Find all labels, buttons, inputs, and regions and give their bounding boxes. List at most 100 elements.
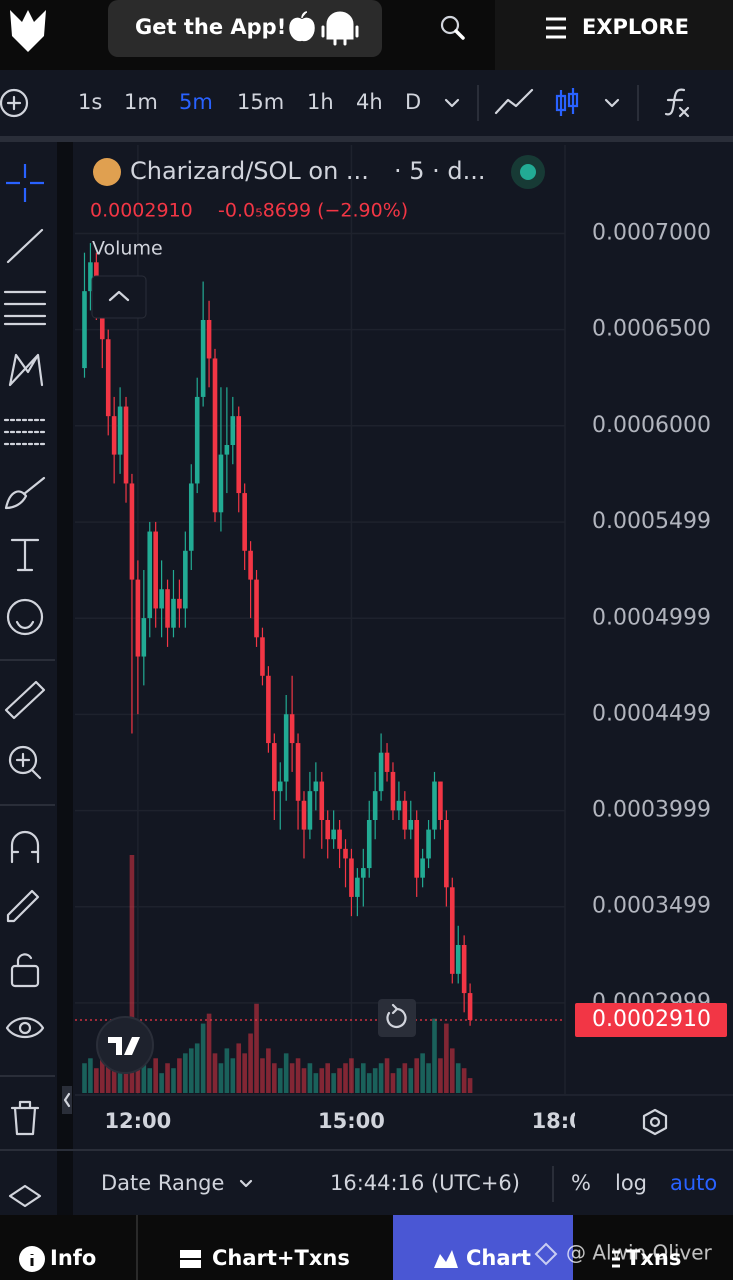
percent-toggle[interactable]: %	[571, 1171, 591, 1195]
search-icon[interactable]	[440, 15, 460, 35]
emoji-tool[interactable]	[6, 598, 44, 636]
volume-bar	[444, 1023, 449, 1093]
candle-body	[390, 771, 396, 811]
reset-button[interactable]	[378, 999, 416, 1037]
magnet-tool[interactable]	[10, 830, 40, 864]
android-icon[interactable]	[321, 11, 359, 46]
log-toggle[interactable]: log	[615, 1171, 647, 1195]
chevron[interactable]	[444, 98, 460, 108]
candle-body	[372, 791, 378, 820]
text-tool[interactable]	[10, 538, 40, 572]
interval[interactable]: D	[405, 90, 421, 114]
ruler-tool[interactable]	[4, 680, 46, 720]
candle-body	[449, 887, 455, 974]
volume-bar	[307, 1063, 313, 1093]
clock: 16:44:16 (UTC+6)	[330, 1171, 520, 1195]
volume-bar	[141, 1063, 147, 1093]
explore-area[interactable]	[495, 0, 733, 70]
volume-bar	[426, 1063, 431, 1093]
volume-bar	[319, 1068, 325, 1093]
delete-tool[interactable]	[10, 1100, 40, 1136]
candle-body	[319, 781, 325, 820]
candle-body	[272, 743, 277, 792]
trend-line-tool[interactable]	[6, 228, 44, 264]
candle-body	[188, 483, 194, 551]
price-tag	[575, 1003, 727, 1037]
tab[interactable]: Chart+Txns	[212, 1246, 350, 1270]
volume-bar	[337, 1068, 342, 1093]
volume-bar	[206, 1013, 212, 1093]
interval[interactable]: 4h	[356, 90, 383, 114]
hide-pupil	[18, 1021, 32, 1035]
volume-bar	[325, 1063, 331, 1093]
explore-text[interactable]: EXPLORE	[582, 15, 689, 39]
candle-body	[117, 406, 123, 455]
line-chart-icon[interactable]	[494, 88, 534, 115]
auto-toggle[interactable]: auto	[670, 1171, 717, 1195]
collapse-handle[interactable]	[62, 1086, 72, 1114]
lock-drawing-tool[interactable]	[6, 889, 40, 923]
chevron[interactable]	[604, 98, 620, 108]
volume-bar	[295, 1058, 301, 1093]
brush-tool[interactable]	[4, 476, 46, 510]
zoom-tool[interactable]	[8, 745, 38, 775]
legend-change: -0.0₅8699 (−2.90%)	[218, 200, 408, 222]
volume-bar	[236, 1043, 242, 1093]
candle-body	[402, 800, 408, 830]
interval-active[interactable]: 5m	[179, 90, 213, 114]
apple-icon[interactable]	[289, 11, 315, 42]
volume-bar	[313, 1073, 319, 1093]
candle-chart-icon[interactable]	[555, 88, 579, 116]
settings-icon[interactable]	[642, 1108, 668, 1136]
tab[interactable]: Info	[50, 1246, 96, 1270]
collapse-legend-button[interactable]	[91, 275, 147, 319]
volume-bar	[467, 1078, 473, 1093]
candle-body	[361, 868, 366, 878]
candle-body	[467, 993, 473, 1020]
candle-body	[218, 454, 224, 513]
legend-price: 0.0002910	[90, 200, 193, 222]
candle-body	[230, 416, 236, 445]
volume-bar	[117, 1068, 123, 1093]
lock-tool[interactable]	[10, 964, 40, 988]
date-range[interactable]: Date Range	[101, 1171, 224, 1195]
axes: 0.0007000 0.0006500 0.0006000 0.0005499 0.00…	[104, 220, 727, 1133]
hide-tool[interactable]	[5, 1017, 45, 1039]
tv-logo[interactable]	[96, 1016, 154, 1074]
get-app-button[interactable]	[108, 0, 382, 57]
add-icon[interactable]	[0, 88, 29, 118]
volume-bar	[165, 1063, 170, 1093]
logo[interactable]	[10, 10, 46, 52]
projection-tool[interactable]	[3, 418, 47, 446]
candle-body	[432, 781, 437, 830]
fib-tool[interactable]	[3, 290, 47, 326]
interval[interactable]: 15m	[237, 90, 284, 114]
tab[interactable]: Txns	[626, 1246, 681, 1270]
tab[interactable]: Chart	[466, 1246, 531, 1270]
watermark: @ Alwin Oliver	[566, 1241, 713, 1265]
candle-body	[105, 339, 111, 417]
volume-bar	[159, 1073, 164, 1093]
interval[interactable]: 1h	[307, 90, 334, 114]
crosshair-tool[interactable]	[6, 164, 44, 202]
volume-bar	[200, 1023, 206, 1093]
interval[interactable]: 1m	[124, 90, 158, 114]
candle-body	[141, 618, 147, 657]
settings-center	[649, 1116, 661, 1128]
interval-toolbar	[0, 70, 733, 136]
indicators-icon[interactable]	[664, 88, 690, 118]
y-tick-label: 0.0006500	[592, 317, 711, 342]
candle-body	[153, 531, 158, 609]
volume-bar	[438, 1058, 443, 1093]
candle-body	[384, 752, 390, 772]
candle-body	[194, 396, 200, 484]
candle-body	[307, 791, 313, 830]
interval[interactable]: 1s	[78, 90, 102, 114]
emoji-smile	[15, 620, 35, 630]
pattern-tool[interactable]	[8, 353, 44, 387]
chevron[interactable]	[239, 1179, 253, 1188]
layers-tool[interactable]	[8, 1184, 42, 1208]
candle-body	[183, 550, 188, 609]
candle-body	[331, 829, 336, 840]
symbol-title[interactable]: Charizard/SOL on ...	[130, 157, 369, 185]
